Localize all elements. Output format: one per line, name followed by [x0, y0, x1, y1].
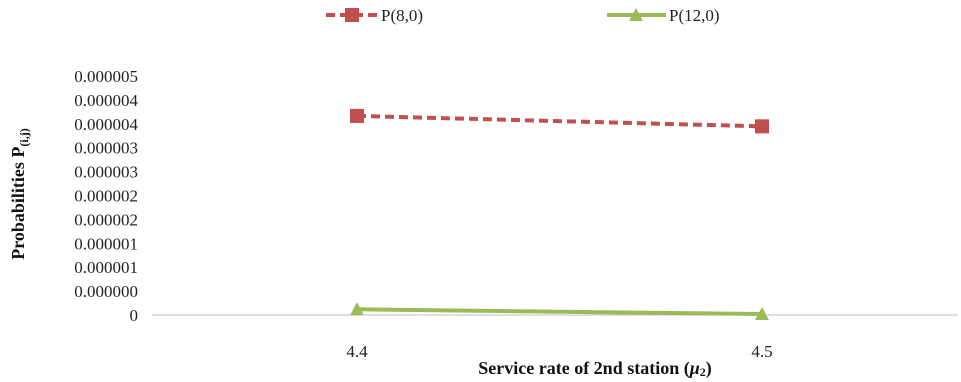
y-tick-label: 0.000000	[74, 282, 138, 301]
x-axis-title-symbol: μ	[689, 358, 700, 378]
y-tick-labels: 0 0.000000 0.000001 0.000001 0.000002 0.00000…	[74, 67, 138, 325]
x-axis-title-subscript: 2	[700, 365, 706, 379]
legend-marker-p80	[345, 8, 359, 22]
series-line	[356, 113, 763, 129]
y-tick-label: 0.000004	[74, 91, 138, 110]
series-group	[350, 108, 769, 321]
y-tick-label: 0.000002	[74, 210, 138, 229]
y-tick-label: 0	[130, 306, 139, 325]
y-tick-label: 0.000003	[74, 139, 138, 158]
y-tick-label: 0.000005	[74, 67, 138, 86]
series-line	[356, 307, 763, 317]
y-axis-title-main: Probabilities P	[8, 147, 28, 260]
x-axis-title: Service rate of 2nd station (μ2)	[478, 358, 711, 379]
x-axis-title-open-paren: (	[679, 358, 690, 379]
legend: P(8,0) P(12,0)	[326, 6, 720, 25]
data-point-marker	[755, 307, 769, 321]
legend-label-p80: P(8,0)	[381, 6, 423, 25]
x-tick-label: 4.4	[346, 342, 368, 361]
x-tick-label: 4.5	[751, 342, 772, 361]
x-tick-labels: 4.4 4.5	[346, 342, 772, 361]
legend-item-p80: P(8,0)	[326, 6, 423, 25]
y-tick-label: 0.000001	[74, 258, 138, 277]
y-tick-label: 0.000001	[74, 234, 138, 253]
x-axis-title-main: Service rate of 2nd station	[478, 358, 679, 378]
y-axis-title-subscript: (i,j)	[17, 128, 31, 146]
data-point-marker	[755, 119, 769, 134]
y-tick-label: 0.000004	[74, 115, 138, 134]
data-point-marker	[350, 302, 364, 316]
legend-marker-p120	[629, 8, 643, 21]
y-tick-label: 0.000002	[74, 187, 138, 206]
x-axis-title-close-paren: )	[706, 358, 712, 379]
y-axis-title: Probabilities P(i,j)	[8, 128, 31, 260]
y-tick-label: 0.000003	[74, 163, 138, 182]
legend-label-p120: P(12,0)	[669, 6, 720, 25]
data-point-marker	[350, 108, 364, 123]
legend-item-p120: P(12,0)	[607, 6, 720, 25]
